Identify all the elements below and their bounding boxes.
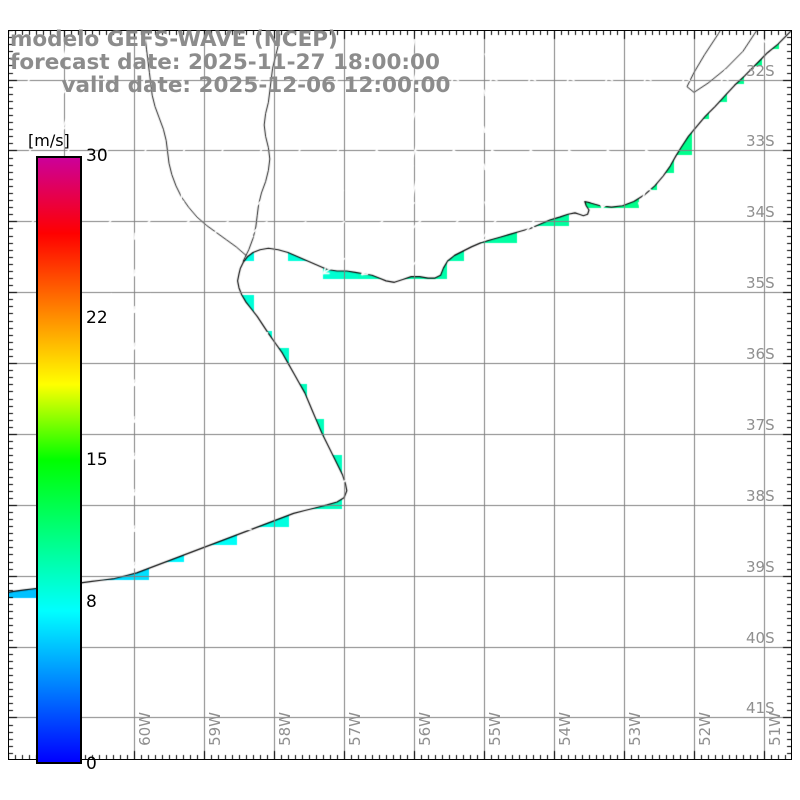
colorbar-tick-15: 15: [86, 450, 108, 470]
colorbar-unit-label: [m/s]: [28, 131, 70, 150]
map-plot-area[interactable]: [8, 30, 792, 760]
latitude-label-34S: 34S: [746, 203, 775, 222]
longitude-label-52W: 52W: [696, 712, 714, 746]
colorbar-tick-8: 8: [86, 591, 97, 612]
colorbar-tick-0: 0: [86, 754, 97, 774]
colorbar-tick-22: 22: [86, 308, 108, 329]
longitude-label-60W: 60W: [136, 712, 154, 746]
longitude-label-54W: 54W: [556, 712, 574, 746]
latitude-label-36S: 36S: [746, 345, 775, 364]
latitude-label-39S: 39S: [746, 557, 775, 576]
latitude-label-38S: 38S: [746, 486, 775, 505]
axis-ticks-layer: [8, 30, 792, 760]
latitude-label-32S: 32S: [746, 61, 775, 80]
longitude-label-58W: 58W: [276, 712, 294, 746]
latitude-label-33S: 33S: [746, 132, 775, 151]
latitude-label-41S: 41S: [746, 699, 775, 718]
latitude-label-40S: 40S: [746, 628, 775, 647]
colorbar-gradient: [36, 156, 82, 764]
longitude-label-55W: 55W: [486, 712, 504, 746]
latitude-label-37S: 37S: [746, 415, 775, 434]
longitude-label-53W: 53W: [626, 712, 644, 746]
colorbar[interactable]: [36, 156, 82, 764]
map-layers: [8, 30, 792, 760]
longitude-label-57W: 57W: [346, 712, 364, 746]
colorbar-tick-30: 30: [86, 146, 108, 166]
longitude-label-56W: 56W: [416, 712, 434, 746]
longitude-label-51W: 51W: [766, 712, 784, 746]
longitude-label-59W: 59W: [206, 712, 224, 746]
latitude-label-35S: 35S: [746, 274, 775, 293]
